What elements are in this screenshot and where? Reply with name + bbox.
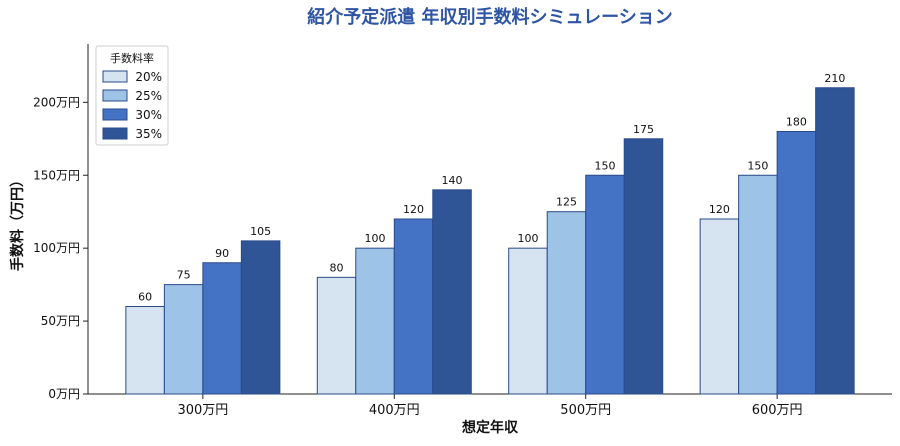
bar-20pct-0 [125, 306, 165, 395]
x-tick-label: 300万円 [177, 403, 228, 418]
data-label: 120 [709, 203, 730, 216]
y-ticks: 0万円 50万円 100万円 150万円 200万円 [33, 95, 88, 401]
bar-20pct-1 [316, 276, 357, 395]
data-label: 100 [365, 232, 386, 245]
legend-swatch [102, 70, 128, 83]
x-ticks: 300万円 400万円 500万円 600万円 [177, 394, 803, 418]
y-axis-title: 手数料（万円） [9, 173, 26, 271]
bar-30pct-2 [585, 174, 625, 395]
y-tick-label: 50万円 [41, 314, 80, 328]
data-label: 140 [442, 174, 463, 187]
bar-30pct-3 [776, 131, 817, 395]
legend-label: 35% [135, 127, 162, 141]
bar-35pct-1 [432, 189, 472, 395]
data-label: 180 [786, 116, 807, 129]
legend-label: 25% [135, 89, 162, 103]
data-label: 100 [517, 232, 538, 245]
bar-25pct-2 [546, 211, 587, 395]
data-labels: 60 75 90 105 80 100 120 140 100 125 150 175 120 150 18… [138, 72, 845, 304]
legend-swatch [102, 89, 128, 102]
legend-label: 20% [135, 70, 162, 84]
x-tick-label: 600万円 [752, 403, 803, 418]
data-label: 175 [633, 123, 654, 136]
data-label: 60 [138, 291, 152, 304]
x-axis-title: 想定年収 [461, 419, 519, 436]
bar-35pct-2 [623, 138, 664, 395]
bar-35pct-3 [815, 87, 855, 395]
legend-swatch [102, 127, 128, 140]
bar-25pct-3 [738, 174, 778, 395]
y-tick-label: 200万円 [33, 95, 80, 109]
bars [125, 87, 855, 395]
chart-title: 紹介予定派遣 年収別手数料シミュレーション [307, 6, 673, 28]
x-tick-label: 500万円 [560, 403, 611, 418]
legend: 手数料率 20% 25% 30% 35% [95, 45, 169, 146]
data-label: 150 [594, 159, 615, 172]
data-label: 210 [824, 72, 845, 85]
bar-25pct-0 [163, 284, 204, 395]
bar-35pct-0 [240, 240, 281, 395]
bar-30pct-0 [202, 262, 242, 395]
data-label: 105 [250, 225, 271, 238]
data-label: 90 [215, 247, 229, 260]
x-tick-label: 400万円 [369, 403, 420, 418]
bar-20pct-3 [699, 218, 740, 395]
y-tick-label: 100万円 [33, 241, 80, 255]
legend-swatch [102, 108, 128, 121]
y-tick-label: 0万円 [48, 387, 80, 401]
legend-title: 手数料率 [110, 51, 154, 65]
data-label: 80 [330, 261, 344, 274]
y-tick-label: 150万円 [33, 168, 80, 182]
bar-25pct-1 [355, 247, 395, 395]
data-label: 75 [177, 269, 191, 282]
data-label: 125 [556, 196, 577, 209]
bar-20pct-2 [508, 247, 548, 395]
legend-label: 30% [135, 108, 162, 122]
bar-30pct-1 [393, 218, 434, 395]
data-label: 120 [403, 203, 424, 216]
data-label: 150 [747, 159, 768, 172]
